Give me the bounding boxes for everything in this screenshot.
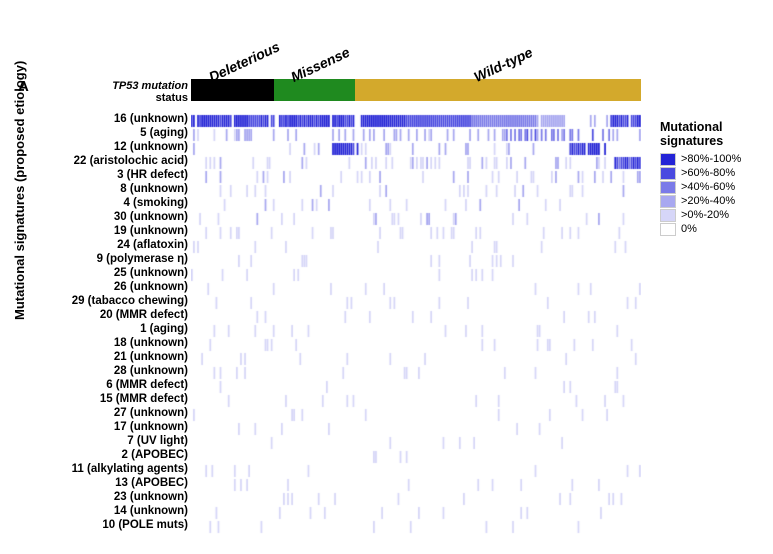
legend-row: >40%-60% xyxy=(660,180,741,194)
row-label: 16 (unknown) xyxy=(30,112,188,126)
row-label: 22 (aristolochic acid) xyxy=(30,154,188,168)
row-label: 29 (tabacco chewing) xyxy=(30,294,188,308)
row-label: 21 (unknown) xyxy=(30,350,188,364)
legend-swatch xyxy=(660,195,676,208)
legend-row: >0%-20% xyxy=(660,208,741,222)
row-label: 19 (unknown) xyxy=(30,224,188,238)
legend-swatch xyxy=(660,209,676,222)
row-label: 17 (unknown) xyxy=(30,420,188,434)
legend-label: >80%-100% xyxy=(681,153,741,165)
legend-row: 0% xyxy=(660,222,741,236)
legend-label: 0% xyxy=(681,223,697,235)
row-label: 26 (unknown) xyxy=(30,280,188,294)
legend-label: >40%-60% xyxy=(681,181,735,193)
row-label: 5 (aging) xyxy=(30,126,188,140)
legend-row: >80%-100% xyxy=(660,152,741,166)
legend: Mutational signatures >80%-100%>60%-80%>… xyxy=(660,120,741,236)
legend-label: >20%-40% xyxy=(681,195,735,207)
row-label: 13 (APOBEC) xyxy=(30,476,188,490)
row-label: 30 (unknown) xyxy=(30,210,188,224)
row-label: 2 (APOBEC) xyxy=(30,448,188,462)
row-label: 4 (smoking) xyxy=(30,196,188,210)
row-label: 18 (unknown) xyxy=(30,336,188,350)
legend-row: >20%-40% xyxy=(660,194,741,208)
row-labels-container: 16 (unknown)5 (aging)12 (unknown)22 (ari… xyxy=(30,112,188,532)
status-title-line2: status xyxy=(70,92,188,104)
row-label: 8 (unknown) xyxy=(30,182,188,196)
legend-swatch xyxy=(660,181,676,194)
row-label: 27 (unknown) xyxy=(30,406,188,420)
legend-swatch xyxy=(660,167,676,180)
row-label: 24 (aflatoxin) xyxy=(30,238,188,252)
legend-label: >60%-80% xyxy=(681,167,735,179)
row-label: 28 (unknown) xyxy=(30,364,188,378)
y-axis-label: Mutational signatures (proposed etiology… xyxy=(12,61,27,320)
status-label: Deleterious xyxy=(206,38,282,85)
legend-title-line2: signatures xyxy=(660,134,723,148)
tp53-status-bar xyxy=(191,79,641,101)
status-bar-title: TP53 mutation status xyxy=(70,80,188,104)
row-label: 25 (unknown) xyxy=(30,266,188,280)
legend-swatch xyxy=(660,153,676,166)
legend-row: >60%-80% xyxy=(660,166,741,180)
row-label: 15 (MMR defect) xyxy=(30,392,188,406)
status-segment xyxy=(355,79,641,101)
figure-panel: A TP53 mutation status Mutational signat… xyxy=(0,0,773,554)
status-title-line1: TP53 mutation xyxy=(112,80,188,92)
legend-items: >80%-100% >60%-80% >40%-60% >20%-40% >0%-20%… xyxy=(660,152,741,236)
legend-swatch xyxy=(660,223,676,236)
row-label: 1 (aging) xyxy=(30,322,188,336)
row-label: 9 (polymerase η) xyxy=(30,252,188,266)
status-segment xyxy=(274,79,355,101)
row-label: 7 (UV light) xyxy=(30,434,188,448)
row-label: 12 (unknown) xyxy=(30,140,188,154)
legend-label: >0%-20% xyxy=(681,209,729,221)
row-label: 6 (MMR defect) xyxy=(30,378,188,392)
row-label: 3 (HR defect) xyxy=(30,168,188,182)
row-label: 11 (alkylating agents) xyxy=(30,462,188,476)
status-segment xyxy=(191,79,274,101)
legend-title-line1: Mutational xyxy=(660,120,723,134)
heatmap-canvas xyxy=(191,114,641,534)
row-label: 20 (MMR defect) xyxy=(30,308,188,322)
legend-title: Mutational signatures xyxy=(660,120,741,148)
row-label: 23 (unknown) xyxy=(30,490,188,504)
row-label: 14 (unknown) xyxy=(30,504,188,518)
row-label: 10 (POLE muts) xyxy=(30,518,188,532)
